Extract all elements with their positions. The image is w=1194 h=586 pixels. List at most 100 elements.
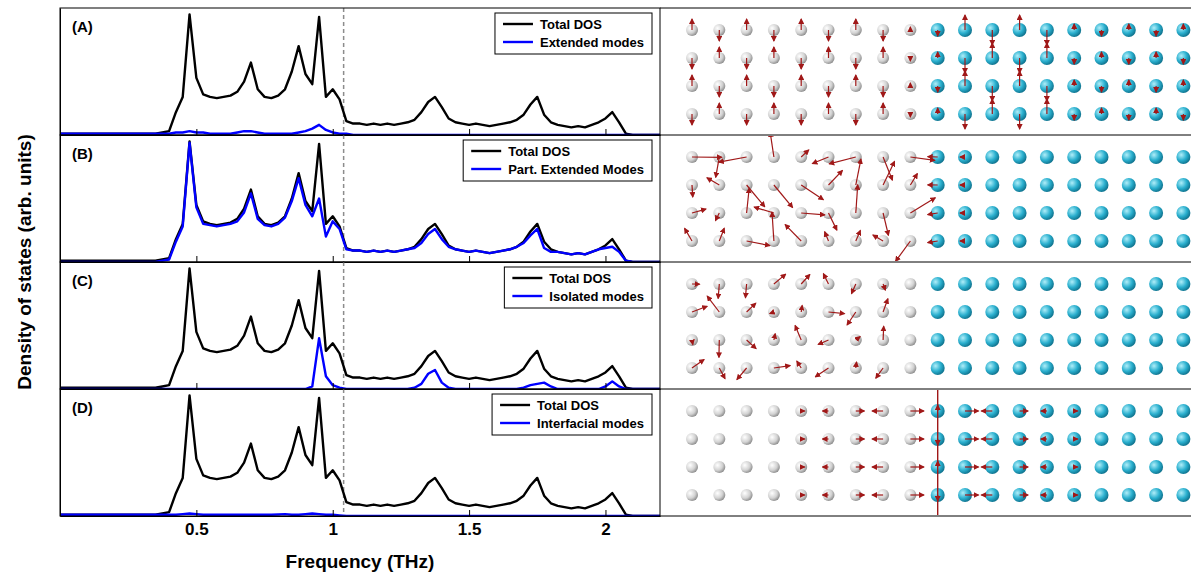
displacement-arrow [812, 157, 828, 164]
displacement-arrow [773, 86, 774, 97]
legend-items: Total DOSExtended modes [503, 17, 644, 50]
displacement-arrow [1074, 410, 1078, 411]
atom [768, 489, 780, 501]
displacement-arrow [1183, 114, 1184, 120]
atom [1095, 178, 1109, 192]
displacement-arrow [964, 71, 965, 86]
displacement-arrow [719, 30, 720, 41]
displacement-arrow [960, 184, 965, 185]
displacement-arrow [829, 157, 856, 164]
displacement-arrow [1183, 24, 1184, 30]
displacement-arrow [1041, 438, 1047, 439]
atom [1040, 361, 1054, 375]
atom [741, 405, 753, 417]
displacement-arrow [873, 235, 883, 241]
atom [1149, 333, 1163, 347]
atom [1176, 277, 1190, 291]
atom [1149, 107, 1163, 121]
legend-swatch [503, 41, 533, 43]
atom [1013, 234, 1027, 248]
atom [904, 306, 916, 318]
displacement-arrow [747, 185, 765, 207]
displacement-arrow [1074, 80, 1075, 86]
displacement-arrow [1020, 410, 1029, 411]
displacement-arrow [823, 438, 829, 439]
displacement-arrow [746, 114, 747, 125]
atom [741, 489, 753, 501]
legend-items: Total DOSInterfacial modes [500, 398, 644, 431]
displacement-arrow [965, 438, 979, 439]
displacement-arrow [815, 368, 828, 377]
displacement-arrow [692, 360, 704, 368]
legend: Total DOSPart. Extended Modes [463, 140, 652, 181]
atom [1176, 150, 1190, 164]
displacement-arrow [692, 209, 706, 213]
atom [1122, 178, 1136, 192]
tick [469, 383, 470, 389]
displacement-arrow [883, 161, 894, 185]
atom [1122, 150, 1136, 164]
atom [1176, 79, 1190, 93]
displacement-arrow [1074, 438, 1078, 439]
displacement-arrow [1074, 58, 1075, 64]
atom [1095, 361, 1109, 375]
legend-swatch [503, 23, 533, 25]
atom [1122, 51, 1136, 65]
tick [469, 129, 470, 135]
displacement-arrow [1101, 52, 1102, 58]
displacement-arrow [797, 361, 801, 368]
tick [196, 383, 197, 389]
atom [958, 178, 972, 192]
displacement-arrow [801, 466, 805, 467]
atom [1095, 333, 1109, 347]
panel-separator [660, 389, 1191, 390]
atom [1095, 277, 1109, 291]
displacement-arrow [981, 438, 992, 439]
displacement-arrow [928, 156, 938, 158]
tick-mark [333, 129, 334, 135]
atom [1067, 460, 1081, 474]
tick [605, 129, 606, 135]
panel: 0.511.52(D)Total DOSInterfacial modes [60, 389, 661, 539]
atom [686, 334, 698, 346]
displacement-arrow [910, 198, 935, 213]
displacement-arrow [1041, 410, 1047, 411]
displacement-arrow [685, 228, 692, 241]
atom [904, 362, 916, 374]
displacement-arrow [872, 494, 883, 495]
displacement-arrow [692, 283, 700, 284]
displacement-arrow [692, 156, 722, 158]
atom [768, 306, 780, 318]
displacement-arrow [801, 274, 810, 284]
atom [1122, 23, 1136, 37]
atom [1095, 305, 1109, 319]
atom [713, 461, 725, 473]
plot-frame [60, 389, 660, 516]
displacement-arrow [928, 241, 938, 243]
atom [1122, 107, 1136, 121]
atom [823, 433, 835, 445]
atom [1095, 460, 1109, 474]
displacement-arrow [785, 225, 801, 241]
panel-label: (B) [72, 145, 93, 162]
atom [795, 405, 807, 417]
displacement-arrow [910, 410, 924, 411]
tick-mark [469, 383, 470, 389]
atom [958, 361, 972, 375]
atom [931, 23, 945, 37]
displacement-arrow [1020, 438, 1029, 439]
displacement-arrow [964, 114, 965, 129]
series-line [60, 338, 660, 389]
atom-diagram [685, 136, 1191, 261]
atom [1013, 178, 1027, 192]
displacement-arrow [1046, 99, 1047, 114]
atom [1095, 107, 1109, 121]
atom [1122, 333, 1136, 347]
displacement-arrow [856, 494, 865, 495]
displacement-arrow [747, 340, 756, 349]
legend-items: Total DOSPart. Extended Modes [471, 144, 644, 177]
displacement-arrow [818, 340, 828, 344]
atom [1149, 404, 1163, 418]
displacement-arrow [937, 439, 938, 445]
atom [1040, 234, 1054, 248]
